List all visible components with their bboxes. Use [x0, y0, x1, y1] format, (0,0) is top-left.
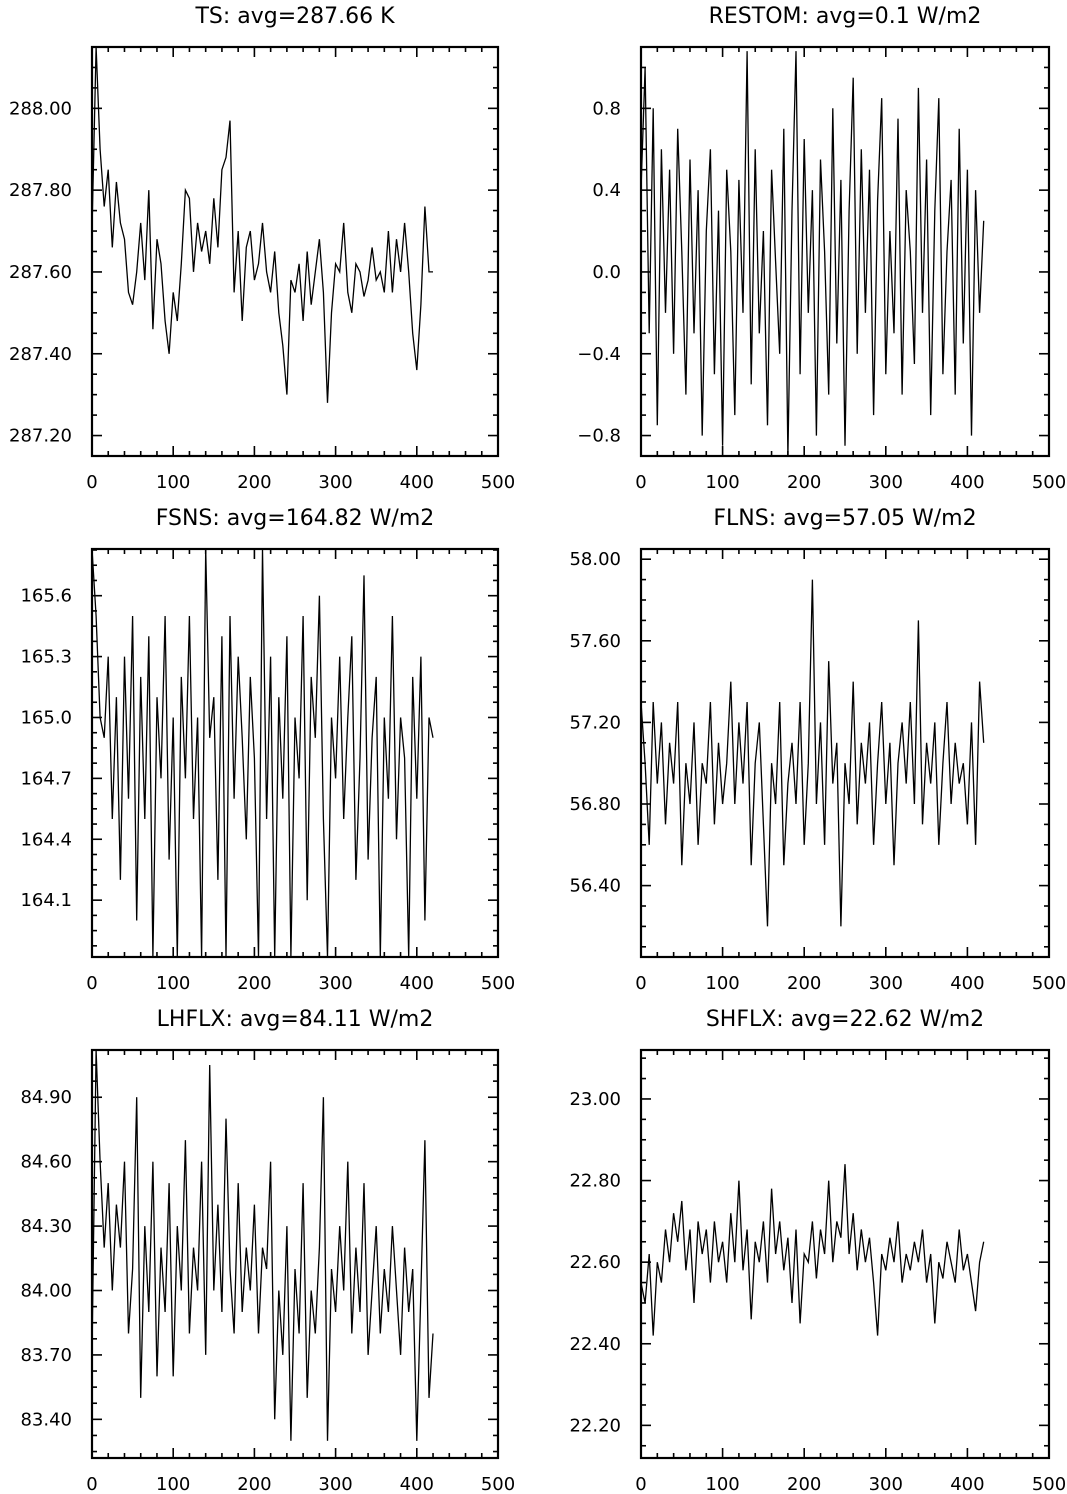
x-tick-label: 500: [1032, 973, 1066, 994]
x-tick-label: 200: [237, 1474, 271, 1494]
y-tick-label: 22.20: [569, 1415, 621, 1436]
y-tick-label: 56.80: [569, 794, 621, 815]
x-tick-label: 100: [156, 1474, 190, 1494]
y-tick-label: 0.0: [592, 262, 621, 283]
y-tick-label: 287.40: [9, 344, 72, 365]
x-tick-label: 300: [318, 472, 352, 493]
y-tick-label: 56.40: [569, 876, 621, 897]
y-tick-label: 84.60: [20, 1152, 72, 1173]
x-tick-label: 400: [950, 472, 984, 493]
plot-frame: [639, 547, 1051, 959]
plot-frame: [639, 45, 1051, 458]
chart-panel-5: SHFLX: avg=22.62 W/m2 0 100 200 300 400 500 22.…: [569, 1007, 1066, 1494]
x-tick-label: 100: [156, 973, 190, 994]
chart-panel-0: TS: avg=287.66 K 0 100 200 300 400 500 287.20 28…: [9, 4, 515, 493]
x-tick-label: 200: [787, 973, 821, 994]
data-series-line: [92, 47, 433, 403]
x-tick-label: 0: [86, 472, 97, 493]
x-tick-label: 500: [1032, 472, 1066, 493]
y-tick-label: 287.20: [9, 426, 72, 447]
chart-panel-1: RESTOM: avg=0.1 W/m2 0 100 200 300 400 500 −0.8…: [577, 4, 1066, 493]
y-tick-label: 165.3: [20, 647, 72, 668]
x-tick-label: 400: [400, 973, 434, 994]
y-tick-label: 164.7: [20, 768, 72, 789]
chart-title: TS: avg=287.66 K: [194, 4, 395, 29]
y-tick-label: 57.20: [569, 712, 621, 733]
data-series-line: [92, 1050, 434, 1441]
data-series-line: [641, 1164, 985, 1336]
plot-frame: [90, 547, 500, 959]
x-tick-label: 300: [869, 973, 903, 994]
y-tick-label: 0.8: [592, 98, 621, 119]
chart-panel-4: LHFLX: avg=84.11 W/m2 0 100 200 300 400 500 83.…: [20, 1007, 515, 1494]
x-tick-label: 500: [1032, 1474, 1066, 1494]
x-tick-label: 0: [86, 1474, 97, 1494]
y-tick-label: −0.8: [577, 426, 621, 447]
x-tick-label: 400: [950, 973, 984, 994]
x-tick-label: 100: [705, 973, 739, 994]
y-tick-label: 164.4: [20, 829, 72, 850]
y-tick-label: 288.00: [9, 98, 72, 119]
x-tick-label: 100: [156, 472, 190, 493]
y-tick-label: 22.80: [569, 1171, 621, 1192]
x-tick-label: 0: [635, 1474, 646, 1494]
y-tick-label: 83.40: [20, 1409, 72, 1430]
y-tick-label: −0.4: [577, 344, 621, 365]
y-tick-label: 22.60: [569, 1252, 621, 1273]
x-tick-label: 100: [705, 472, 739, 493]
y-tick-label: 84.90: [20, 1087, 72, 1108]
x-tick-label: 300: [318, 1474, 352, 1494]
plot-frame: [90, 1048, 500, 1460]
x-tick-label: 0: [86, 973, 97, 994]
y-tick-label: 83.70: [20, 1345, 72, 1366]
y-tick-label: 84.00: [20, 1281, 72, 1302]
x-tick-label: 200: [787, 1474, 821, 1494]
chart-title: SHFLX: avg=22.62 W/m2: [706, 1007, 984, 1032]
data-series-line: [92, 549, 434, 957]
y-tick-label: 84.30: [20, 1216, 72, 1237]
x-tick-label: 500: [481, 1474, 515, 1494]
y-tick-label: 287.60: [9, 262, 72, 283]
y-tick-label: 165.6: [20, 586, 72, 607]
plot-frame: [90, 45, 500, 458]
y-tick-label: 0.4: [592, 180, 621, 201]
x-tick-label: 0: [635, 973, 646, 994]
x-tick-label: 0: [635, 472, 646, 493]
x-tick-label: 200: [787, 472, 821, 493]
x-tick-label: 300: [869, 472, 903, 493]
chart-title: FLNS: avg=57.05 W/m2: [713, 506, 976, 531]
x-tick-label: 500: [481, 973, 515, 994]
x-tick-label: 300: [869, 1474, 903, 1494]
x-tick-label: 400: [950, 1474, 984, 1494]
x-tick-label: 200: [237, 973, 271, 994]
y-tick-label: 23.00: [569, 1089, 621, 1110]
y-tick-label: 22.40: [569, 1334, 621, 1355]
plot-frame: [639, 1048, 1051, 1460]
x-tick-label: 400: [400, 1474, 434, 1494]
chart-title: LHFLX: avg=84.11 W/m2: [157, 1007, 434, 1032]
x-tick-label: 200: [237, 472, 271, 493]
y-tick-label: 165.0: [20, 707, 72, 728]
y-tick-label: 57.60: [569, 631, 621, 652]
y-tick-label: 287.80: [9, 180, 72, 201]
x-tick-label: 300: [318, 973, 352, 994]
x-tick-label: 500: [481, 472, 515, 493]
chart-title: FSNS: avg=164.82 W/m2: [156, 506, 435, 531]
chart-panel-3: FLNS: avg=57.05 W/m2 0 100 200 300 400 500 56.4…: [569, 506, 1066, 994]
chart-title: RESTOM: avg=0.1 W/m2: [709, 4, 982, 29]
y-tick-label: 58.00: [569, 549, 621, 570]
y-tick-label: 164.1: [20, 890, 72, 911]
data-series-line: [641, 579, 985, 927]
x-tick-label: 100: [705, 1474, 739, 1494]
x-tick-label: 400: [400, 472, 434, 493]
data-series-line: [641, 51, 985, 456]
chart-panel-2: FSNS: avg=164.82 W/m2 0 100 200 300 400 500 164…: [20, 506, 515, 994]
